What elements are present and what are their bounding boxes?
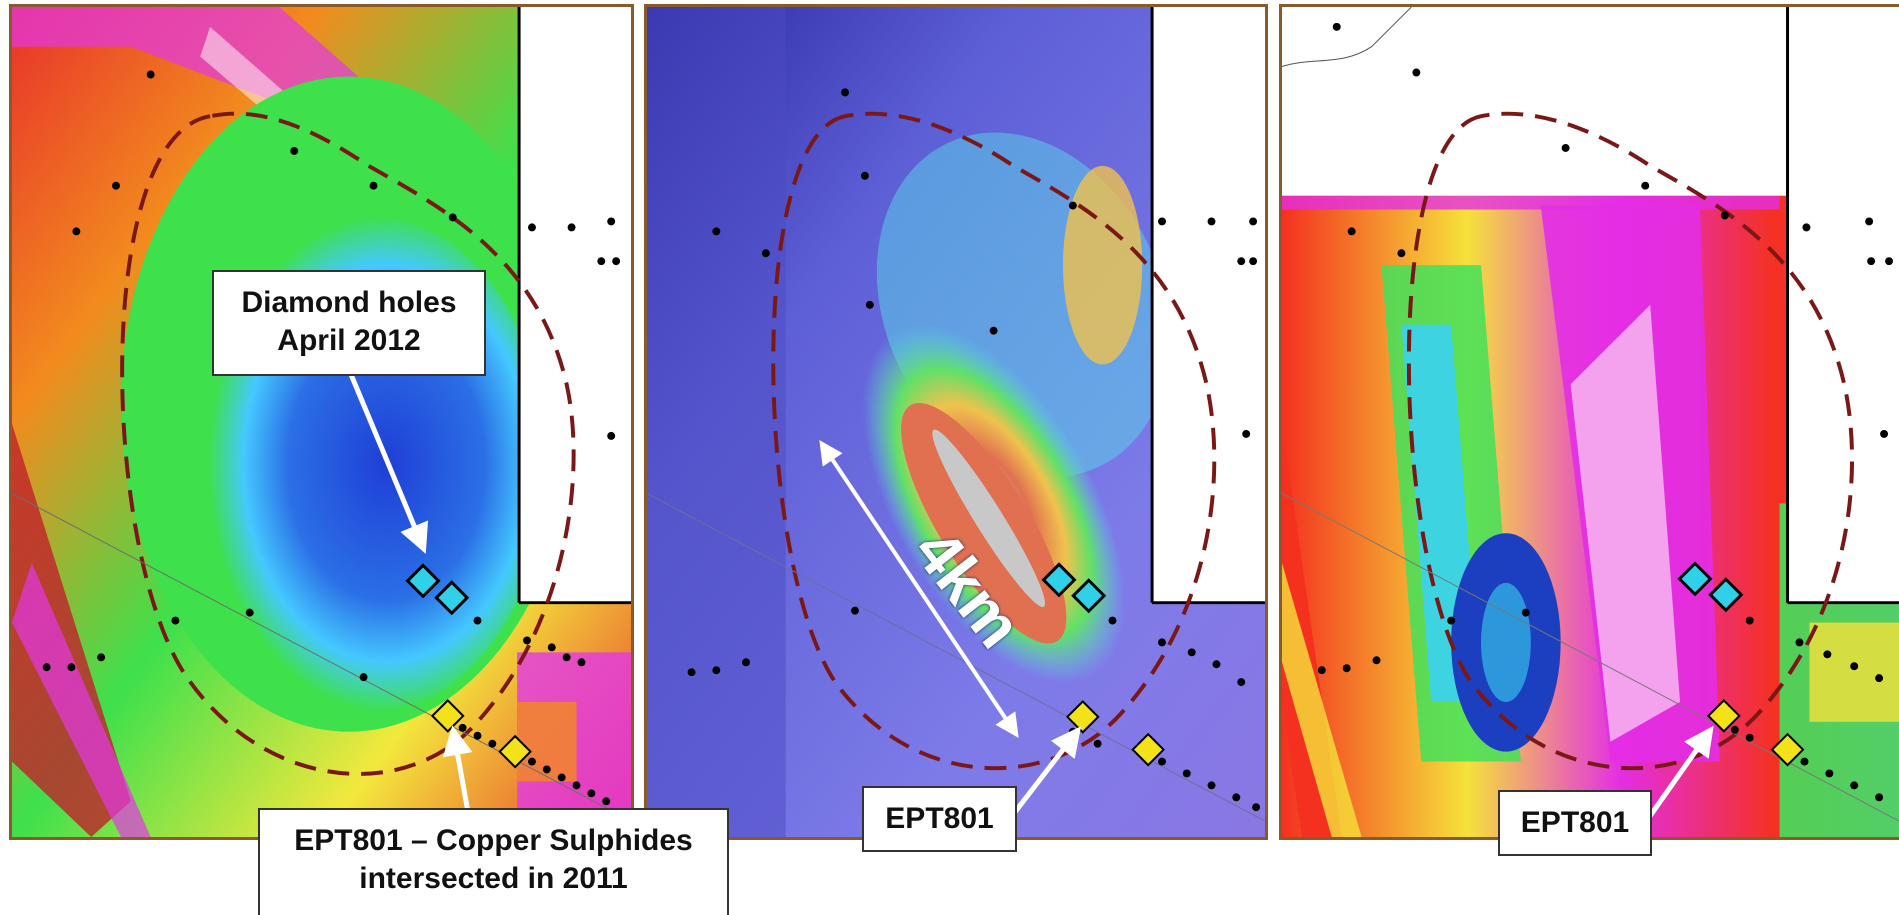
- derivative-map-image: [1282, 7, 1899, 837]
- label-diamond-holes-line2: April 2012: [277, 324, 421, 357]
- magnetic-map-image: [12, 7, 631, 837]
- ept801-markers: [430, 699, 532, 769]
- label-diamond-holes: Diamond holes April 2012: [212, 270, 486, 376]
- label-ept801-caption-line2: intersected in 2011: [359, 862, 628, 895]
- map-panel-right: [1279, 4, 1899, 840]
- map-panel-middle: [644, 4, 1268, 840]
- gravity-map-image: [647, 7, 1265, 837]
- label-diamond-holes-line1: Diamond holes: [241, 286, 457, 319]
- diamond-hole-markers: [405, 563, 470, 616]
- map-panel-left: [9, 4, 634, 840]
- label-ept801-caption: EPT801 – Copper Sulphides intersected in…: [258, 808, 729, 915]
- label-ept801-right: EPT801: [1498, 790, 1652, 856]
- label-ept801-middle: EPT801: [862, 786, 1017, 852]
- label-ept801-caption-line1: EPT801 – Copper Sulphides: [294, 824, 693, 857]
